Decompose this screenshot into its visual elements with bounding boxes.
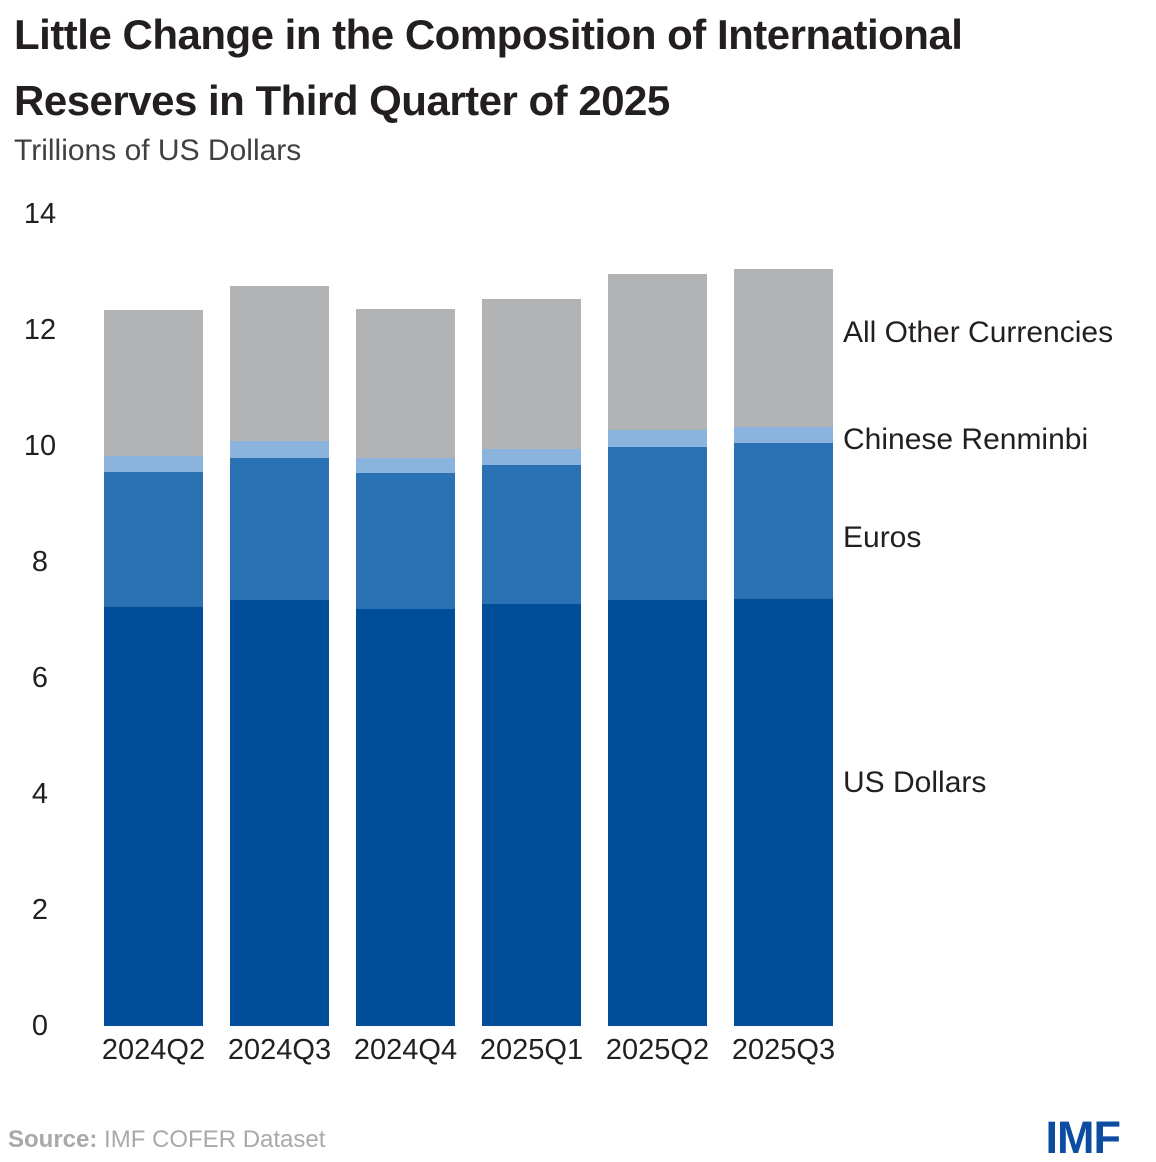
- imf-logo: IMF: [1045, 1112, 1121, 1162]
- x-label-2025Q2: 2025Q2: [605, 1034, 710, 1066]
- bar-2024Q4: [356, 309, 455, 1026]
- bar-2025Q2: [608, 273, 707, 1026]
- x-label-2024Q2: 2024Q2: [101, 1034, 206, 1066]
- chart-title: Little Change in the Composition of Inte…: [14, 2, 1134, 134]
- segment-2024Q4-euros: [356, 472, 455, 609]
- x-label-2024Q4: 2024Q4: [353, 1034, 458, 1066]
- chart-subtitle: Trillions of US Dollars: [14, 134, 302, 167]
- segment-2025Q3-chinese-renminbi: [734, 427, 833, 443]
- segment-2025Q3-us-dollars: [734, 598, 833, 1026]
- series-label-euros: Euros: [843, 521, 922, 554]
- bar-2024Q2: [104, 309, 203, 1026]
- segment-2024Q2-all-other-currencies: [104, 309, 203, 457]
- x-label-2025Q1: 2025Q1: [479, 1034, 584, 1066]
- segment-2025Q1-us-dollars: [482, 603, 581, 1026]
- series-label-chinese-renminbi: Chinese Renminbi: [843, 423, 1089, 456]
- y-tick-8: 8: [31, 546, 49, 578]
- y-tick-12: 12: [23, 314, 57, 346]
- segment-2025Q3-euros: [734, 442, 833, 599]
- segment-2024Q2-chinese-renminbi: [104, 456, 203, 472]
- segment-2025Q1-chinese-renminbi: [482, 449, 581, 465]
- segment-2024Q3-euros: [230, 458, 329, 601]
- segment-2025Q1-all-other-currencies: [482, 299, 581, 450]
- x-label-2025Q3: 2025Q3: [731, 1034, 836, 1066]
- series-label-all-other-currencies: All Other Currencies: [843, 316, 1114, 349]
- segment-2025Q2-euros: [608, 446, 707, 601]
- x-label-2024Q3: 2024Q3: [227, 1034, 332, 1066]
- y-tick-0: 0: [31, 1010, 49, 1042]
- bar-2025Q3: [734, 269, 833, 1026]
- segment-2025Q2-chinese-renminbi: [608, 430, 707, 447]
- y-tick-6: 6: [31, 662, 49, 694]
- y-tick-14: 14: [23, 198, 57, 230]
- segment-2025Q1-euros: [482, 464, 581, 604]
- segment-2024Q2-euros: [104, 471, 203, 608]
- series-label-us-dollars: US Dollars: [843, 766, 987, 799]
- segment-2025Q2-all-other-currencies: [608, 273, 707, 431]
- segment-2024Q3-chinese-renminbi: [230, 440, 329, 459]
- y-tick-2: 2: [31, 894, 49, 926]
- segment-2024Q4-all-other-currencies: [356, 309, 455, 458]
- bar-2025Q1: [482, 299, 581, 1026]
- source-note: Source: IMF COFER Dataset: [8, 1126, 325, 1154]
- segment-2024Q3-us-dollars: [230, 600, 329, 1026]
- chart-title-line1: Little Change in the Composition of Inte…: [14, 11, 963, 58]
- chart-title-line2: Reserves in Third Quarter of 2025: [14, 77, 670, 124]
- source-label: Source:: [8, 1126, 98, 1153]
- y-tick-4: 4: [31, 778, 49, 810]
- segment-2024Q2-us-dollars: [104, 607, 203, 1026]
- source-text: IMF COFER Dataset: [104, 1126, 326, 1153]
- segment-2025Q3-all-other-currencies: [734, 269, 833, 428]
- segment-2024Q4-us-dollars: [356, 608, 455, 1026]
- segment-2025Q2-us-dollars: [608, 600, 707, 1026]
- segment-2024Q3-all-other-currencies: [230, 285, 329, 441]
- segment-2024Q4-chinese-renminbi: [356, 457, 455, 473]
- y-tick-10: 10: [23, 430, 57, 462]
- bar-2024Q3: [230, 285, 329, 1026]
